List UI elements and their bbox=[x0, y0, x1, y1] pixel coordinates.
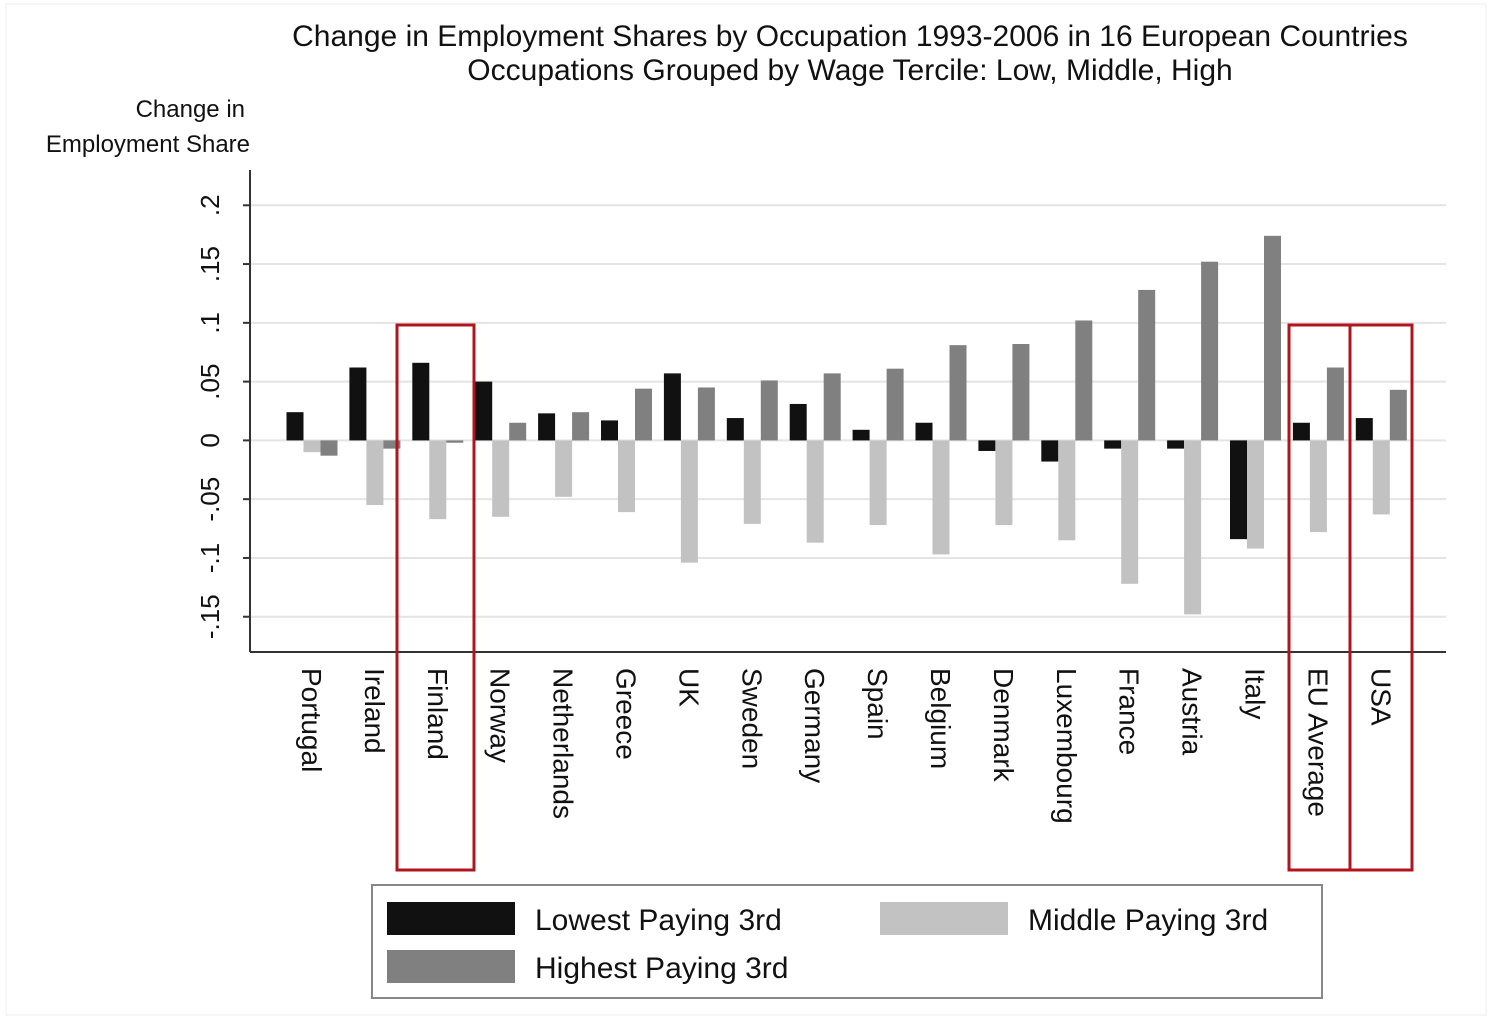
bar bbox=[1058, 440, 1076, 541]
bar bbox=[760, 380, 778, 441]
legend-label: Lowest Paying 3rd bbox=[535, 904, 782, 937]
y-tick-label: .1 bbox=[195, 312, 225, 334]
bar bbox=[1355, 418, 1373, 441]
bar bbox=[572, 412, 590, 441]
x-tick-label: Ireland bbox=[359, 668, 390, 754]
bar bbox=[743, 440, 761, 524]
x-tick-label: Portugal bbox=[296, 668, 327, 772]
bar bbox=[492, 440, 510, 517]
bar bbox=[618, 440, 635, 513]
x-tick-label: Greece bbox=[611, 668, 642, 760]
y-tick-label: .05 bbox=[195, 364, 225, 400]
bar bbox=[446, 440, 464, 443]
bar bbox=[869, 440, 887, 526]
highlight-box bbox=[1348, 323, 1414, 872]
bar bbox=[475, 381, 493, 441]
bar bbox=[726, 418, 744, 441]
y-tick-label: 0 bbox=[195, 433, 225, 447]
bar bbox=[1230, 440, 1247, 540]
bar bbox=[1309, 440, 1327, 533]
x-tick-label: Luxembourg bbox=[1051, 668, 1082, 824]
bar bbox=[1012, 343, 1030, 441]
bar bbox=[995, 440, 1013, 526]
y-axis-label: Change in bbox=[136, 96, 245, 123]
bar bbox=[349, 367, 367, 441]
bar bbox=[1138, 289, 1156, 441]
bar bbox=[697, 387, 715, 441]
bars bbox=[286, 235, 1407, 615]
bar bbox=[823, 373, 841, 441]
bar bbox=[429, 440, 447, 520]
bar bbox=[303, 440, 321, 453]
x-tick-label: Sweden bbox=[736, 668, 767, 769]
bar bbox=[1201, 261, 1219, 441]
bar bbox=[1389, 389, 1407, 441]
bar bbox=[366, 440, 384, 506]
x-tick-label: Spain bbox=[862, 668, 893, 740]
legend-label: Highest Paying 3rd bbox=[535, 952, 788, 985]
y-tick-label: -.1 bbox=[195, 543, 225, 573]
legend-label: Middle Paying 3rd bbox=[1028, 904, 1268, 937]
bar bbox=[601, 420, 618, 441]
x-tick-label: France bbox=[1114, 668, 1145, 755]
bar bbox=[978, 440, 996, 451]
bar bbox=[1075, 320, 1093, 441]
x-tick-label: Belgium bbox=[925, 668, 956, 769]
bar bbox=[932, 440, 950, 555]
bar bbox=[555, 440, 573, 497]
highlight-box bbox=[395, 323, 476, 872]
x-tick-label: Austria bbox=[1177, 668, 1208, 756]
bar bbox=[538, 413, 556, 441]
bar bbox=[680, 440, 698, 563]
x-tick-label: Italy bbox=[1240, 668, 1271, 719]
bar bbox=[1041, 440, 1059, 462]
bar bbox=[1264, 235, 1281, 441]
x-tick-label: Germany bbox=[799, 668, 830, 783]
bar bbox=[789, 403, 807, 441]
frame bbox=[5, 3, 1487, 1016]
chart-subtitle: Occupations Grouped by Wage Tercile: Low… bbox=[467, 54, 1232, 87]
bar bbox=[1247, 440, 1264, 549]
bar bbox=[383, 440, 401, 449]
bar bbox=[1167, 440, 1185, 449]
y-tick-label: .15 bbox=[195, 246, 225, 282]
legend-entries: Lowest Paying 3rd Middle Paying 3rd Highes… bbox=[387, 902, 1268, 985]
bar bbox=[635, 388, 652, 441]
y-tick-label: .2 bbox=[195, 194, 225, 216]
plot-area bbox=[250, 170, 1446, 652]
y-tick-label: -.05 bbox=[195, 477, 225, 522]
x-tick-label: EU Average bbox=[1302, 668, 1333, 817]
bar bbox=[286, 412, 304, 441]
legend bbox=[371, 884, 1323, 999]
bar bbox=[320, 440, 338, 456]
legend-swatch bbox=[387, 902, 515, 935]
x-tick-label: USA bbox=[1365, 668, 1396, 726]
bar bbox=[412, 362, 430, 441]
y-tick-label: -.15 bbox=[195, 594, 225, 639]
bar bbox=[1184, 440, 1202, 615]
legend-swatch bbox=[880, 902, 1008, 935]
bar bbox=[852, 429, 870, 441]
x-tick-label: Netherlands bbox=[548, 668, 579, 819]
bar bbox=[915, 422, 933, 441]
x-tick-label: UK bbox=[673, 668, 704, 707]
bar bbox=[1372, 440, 1390, 515]
bar bbox=[1104, 440, 1122, 449]
chart-title: Change in Employment Shares by Occupatio… bbox=[292, 20, 1408, 53]
x-tick-label: Norway bbox=[485, 668, 516, 763]
bar bbox=[663, 373, 681, 441]
x-tick-label: Finland bbox=[422, 668, 453, 760]
bar bbox=[1121, 440, 1139, 584]
bar bbox=[1326, 367, 1344, 441]
bar bbox=[509, 422, 527, 441]
legend-swatch bbox=[387, 950, 515, 983]
bar bbox=[806, 440, 824, 543]
y-axis-label: Employment Share bbox=[46, 131, 250, 158]
x-tick-label: Denmark bbox=[988, 668, 1019, 783]
bar bbox=[886, 368, 904, 441]
bar bbox=[949, 345, 967, 441]
bar bbox=[1292, 422, 1310, 441]
